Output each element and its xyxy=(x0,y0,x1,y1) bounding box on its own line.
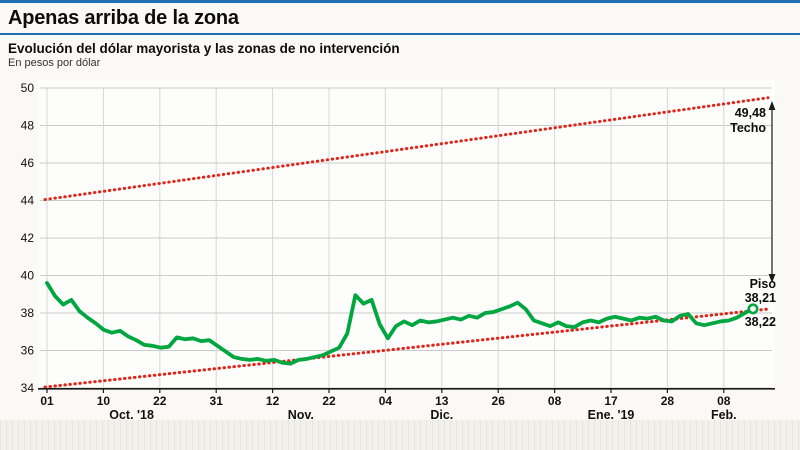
piso-line xyxy=(43,307,770,389)
last-value-marker xyxy=(747,303,759,315)
x-tick-label: 22 xyxy=(153,394,167,408)
y-axis-label: 46 xyxy=(21,156,35,170)
x-tick-label: 26 xyxy=(492,394,506,408)
y-axis-label: 34 xyxy=(21,381,35,395)
x-tick-label: 08 xyxy=(717,394,731,408)
x-tick-label: 04 xyxy=(379,394,393,408)
last-quote-label: 38,22 xyxy=(744,315,776,329)
x-month-label: Oct. '18 xyxy=(109,408,154,420)
x-tick-label: 01 xyxy=(40,394,54,408)
x-month-label: Feb. xyxy=(711,408,737,420)
y-axis-label: 48 xyxy=(21,119,35,133)
y-axis-label: 44 xyxy=(21,194,35,208)
x-month-label: Dic. xyxy=(430,408,453,420)
x-month-label: Nov. xyxy=(288,408,314,420)
title-underline-rule xyxy=(0,33,800,35)
y-axis-label: 36 xyxy=(21,344,35,358)
chart-area: 34 36 38 40 42 44 46 48 50 01 10 22 31 12 22 04 13 26 08 17… xyxy=(0,70,800,420)
dollar-evolution-chart: 34 36 38 40 42 44 46 48 50 01 10 22 31 12 22 04 13 26 08 17… xyxy=(21,80,776,420)
x-tick-label: 12 xyxy=(266,394,280,408)
techo-line xyxy=(43,96,770,202)
techo-value-label: 49,48 xyxy=(734,106,766,120)
mayorista-line xyxy=(45,281,755,366)
x-tick-label: 10 xyxy=(97,394,111,408)
y-axis-label: 38 xyxy=(21,306,35,320)
x-tick-label: 28 xyxy=(661,394,675,408)
piso-value-label: 38,21 xyxy=(744,291,776,305)
y-axis-label: 40 xyxy=(21,269,35,283)
techo-label: Techo xyxy=(730,121,766,135)
y-axis-label: 50 xyxy=(21,81,35,95)
x-tick-label: 31 xyxy=(210,394,224,408)
piso-label: Piso xyxy=(749,277,776,291)
page-title: Apenas arriba de la zona xyxy=(8,7,239,29)
x-tick-label: 13 xyxy=(435,394,449,408)
y-axis-label: 42 xyxy=(21,231,35,245)
chart-subtitle: Evolución del dólar mayorista y las zona… xyxy=(8,41,400,56)
x-tick-label: 08 xyxy=(548,394,562,408)
arrowhead-up-icon xyxy=(768,101,776,110)
arrowhead-down-icon xyxy=(768,274,776,283)
x-month-label: Ene. '19 xyxy=(588,408,635,420)
x-tick-label: 22 xyxy=(322,394,336,408)
newsprint-texture xyxy=(0,420,800,450)
x-tick-label: 17 xyxy=(604,394,618,408)
chart-unit-label: En pesos por dólar xyxy=(8,57,101,69)
top-accent-rule xyxy=(0,0,800,3)
